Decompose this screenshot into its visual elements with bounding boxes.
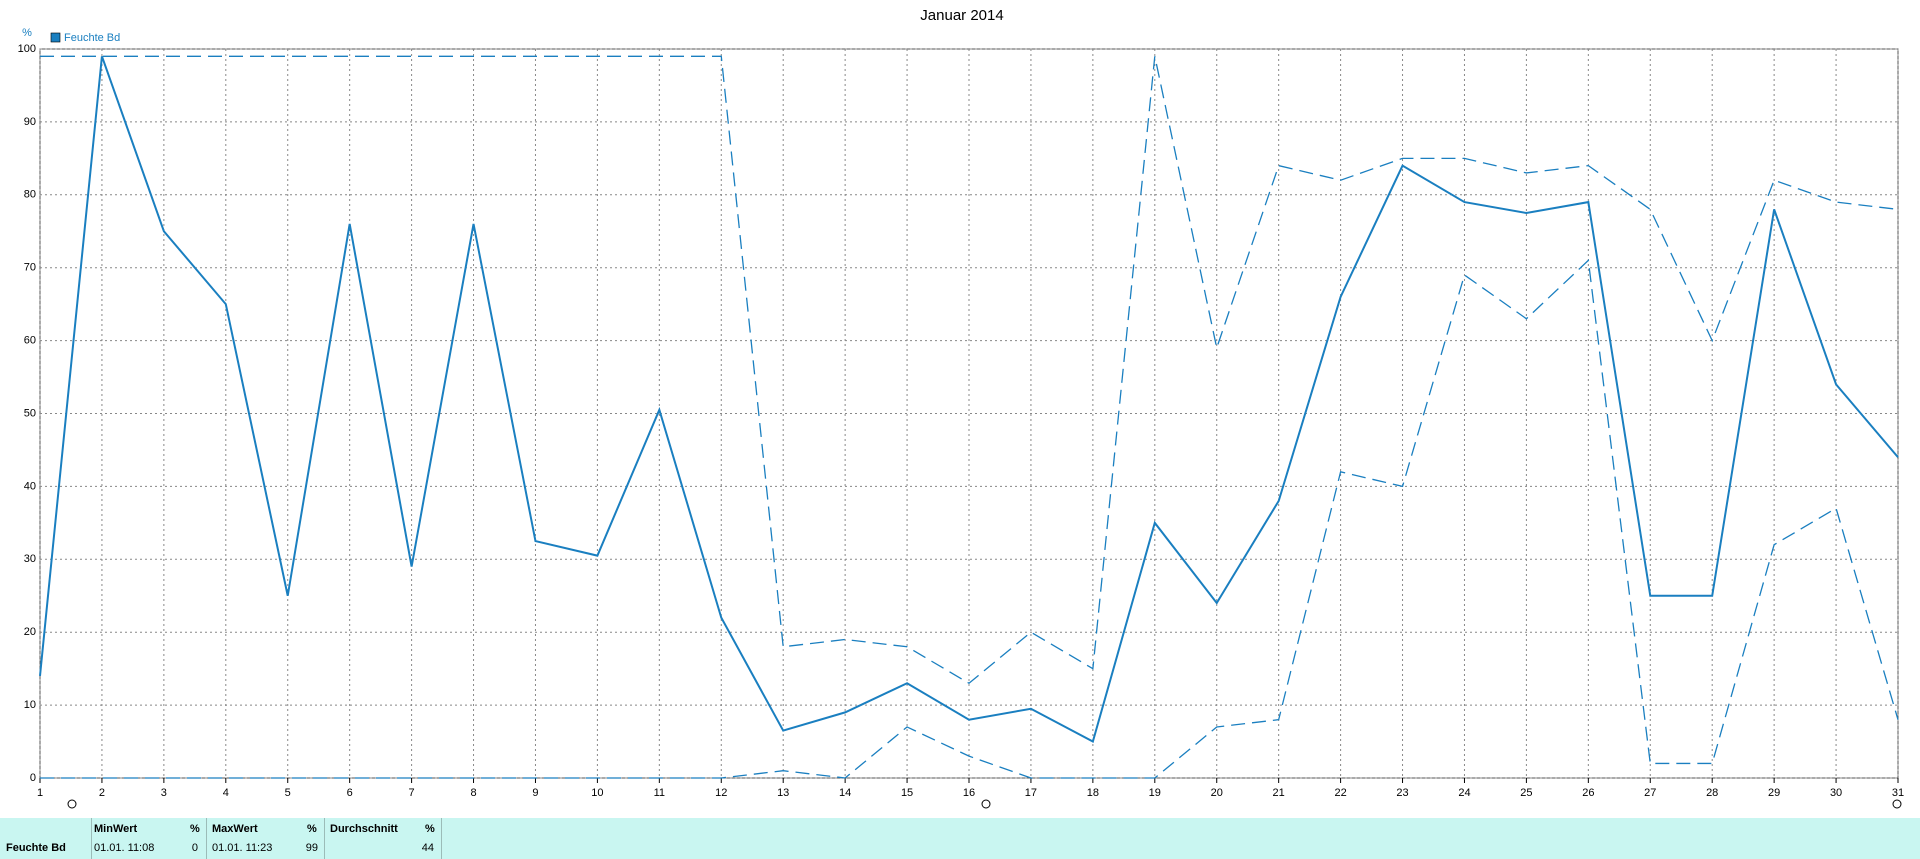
x-tick-label: 12 (715, 787, 727, 799)
x-tick-label: 6 (347, 787, 353, 799)
data-line (39, 55, 1899, 744)
x-tick-label: 27 (1644, 787, 1656, 799)
x-tick-label: 19 (1149, 787, 1161, 799)
y-tick-label: 40 (24, 480, 36, 492)
y-tick-label: 10 (24, 699, 36, 711)
x-tick-label: 26 (1582, 787, 1594, 799)
y-axis-label: % (22, 27, 32, 39)
cell: 99 (305, 842, 318, 854)
x-tick-label: 31 (1892, 787, 1904, 799)
x-tick-label: 4 (223, 787, 229, 799)
data-line (40, 259, 1899, 779)
cell: 44 (421, 842, 434, 854)
range-handle[interactable] (1892, 799, 1902, 809)
x-tick-label: 15 (901, 787, 913, 799)
header-cell: MinWert (94, 823, 138, 835)
y-tick-label: 80 (24, 189, 36, 201)
y-tick-label: 20 (24, 626, 36, 638)
cell: 01.01. 11:23 (212, 842, 273, 854)
x-tick-label: 9 (532, 787, 538, 799)
legend-label: Feuchte Bd (64, 32, 120, 44)
cell: 0 (191, 842, 198, 854)
x-tick-label: 10 (591, 787, 603, 799)
y-tick-label: 0 (30, 772, 36, 784)
x-tick-label: 20 (1211, 787, 1223, 799)
x-tick-label: 5 (285, 787, 291, 799)
y-tick-label: 100 (18, 43, 36, 55)
x-tick-label: 17 (1025, 787, 1037, 799)
x-tick-label: 18 (1087, 787, 1099, 799)
x-tick-label: 23 (1396, 787, 1408, 799)
x-tick-label: 22 (1334, 787, 1346, 799)
x-tick-label: 11 (654, 787, 665, 799)
x-tick-label: 14 (839, 787, 851, 799)
data-line (40, 55, 1899, 685)
chart-title: Januar 2014 (920, 7, 1003, 24)
header-cell: MaxWert (212, 823, 258, 835)
x-tick-label: 16 (963, 787, 975, 799)
x-tick-label: 25 (1520, 787, 1532, 799)
x-tick-label: 1 (37, 787, 43, 799)
x-tick-label: 29 (1768, 787, 1780, 799)
cell: 01.01. 11:08 (94, 842, 155, 854)
x-tick-label: 24 (1458, 787, 1470, 799)
x-tick-label: 3 (161, 787, 167, 799)
x-tick-label: 28 (1706, 787, 1718, 799)
row-label: Feuchte Bd (6, 842, 66, 854)
header-cell: % (190, 823, 200, 835)
x-tick-label: 7 (409, 787, 415, 799)
x-tick-label: 30 (1830, 787, 1842, 799)
x-tick-label: 8 (470, 787, 476, 799)
x-tick-label: 2 (99, 787, 105, 799)
legend-swatch (50, 32, 61, 43)
stats-table: MinWert % MaxWert % Durchschnitt % Feuch… (0, 818, 1920, 859)
y-tick-label: 90 (24, 116, 36, 128)
range-handle[interactable] (981, 799, 991, 809)
x-tick-label: 13 (777, 787, 789, 799)
y-tick-label: 70 (24, 262, 36, 274)
y-tick-label: 60 (24, 335, 36, 347)
header-cell: % (425, 823, 435, 835)
x-tick-label: 21 (1273, 787, 1285, 799)
range-handle[interactable] (67, 799, 77, 809)
header-cell: % (307, 823, 317, 835)
y-tick-label: 30 (24, 553, 36, 565)
y-tick-label: 50 (24, 407, 36, 419)
header-cell: Durchschnitt (330, 823, 398, 835)
